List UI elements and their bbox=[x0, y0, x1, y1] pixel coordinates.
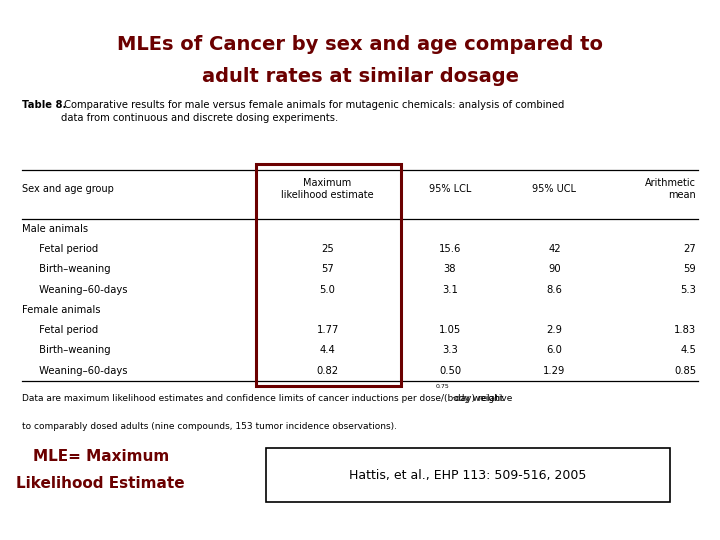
Text: to comparably dosed adults (nine compounds, 153 tumor incidence observations).: to comparably dosed adults (nine compoun… bbox=[22, 422, 397, 431]
Text: 1.05: 1.05 bbox=[439, 325, 461, 335]
Text: 3.3: 3.3 bbox=[442, 345, 458, 355]
Text: Table 8.: Table 8. bbox=[22, 100, 66, 110]
Text: 95% UCL: 95% UCL bbox=[532, 184, 577, 194]
Text: 5.0: 5.0 bbox=[320, 285, 336, 295]
Text: 2.9: 2.9 bbox=[546, 325, 562, 335]
Text: Weaning–60-days: Weaning–60-days bbox=[36, 366, 127, 376]
Text: 0.50: 0.50 bbox=[439, 366, 461, 376]
Text: 25: 25 bbox=[321, 244, 334, 254]
Text: 1.29: 1.29 bbox=[543, 366, 566, 376]
Text: MLEs of Cancer by sex and age compared to: MLEs of Cancer by sex and age compared t… bbox=[117, 35, 603, 54]
Text: Comparative results for male versus female animals for mutagenic chemicals: anal: Comparative results for male versus fema… bbox=[61, 100, 564, 123]
Text: Fetal period: Fetal period bbox=[36, 325, 98, 335]
Text: 3.1: 3.1 bbox=[442, 285, 458, 295]
Text: Birth–weaning: Birth–weaning bbox=[36, 264, 111, 274]
Text: 4.4: 4.4 bbox=[320, 345, 336, 355]
Text: Sex and age group: Sex and age group bbox=[22, 184, 114, 194]
Text: Female animals: Female animals bbox=[22, 305, 100, 315]
Text: Male animals: Male animals bbox=[22, 224, 88, 234]
Text: MLE= Maximum: MLE= Maximum bbox=[32, 449, 169, 464]
Text: ·day) relative: ·day) relative bbox=[452, 394, 513, 403]
Text: 6.0: 6.0 bbox=[546, 345, 562, 355]
Text: Weaning–60-days: Weaning–60-days bbox=[36, 285, 127, 295]
Text: Likelihood Estimate: Likelihood Estimate bbox=[17, 476, 185, 491]
Text: 90: 90 bbox=[548, 264, 561, 274]
Text: 15.6: 15.6 bbox=[438, 244, 462, 254]
Text: 57: 57 bbox=[321, 264, 334, 274]
Text: 0.82: 0.82 bbox=[317, 366, 338, 376]
Text: Data are maximum likelihood estimates and confidence limits of cancer inductions: Data are maximum likelihood estimates an… bbox=[22, 394, 503, 403]
Text: 0.85: 0.85 bbox=[674, 366, 696, 376]
Text: Fetal period: Fetal period bbox=[36, 244, 98, 254]
Text: Arithmetic
mean: Arithmetic mean bbox=[645, 178, 696, 200]
Bar bbox=[256, 164, 401, 386]
Text: 8.6: 8.6 bbox=[546, 285, 562, 295]
Text: 42: 42 bbox=[548, 244, 561, 254]
Text: Maximum
likelihood estimate: Maximum likelihood estimate bbox=[282, 178, 374, 200]
Text: 59: 59 bbox=[683, 264, 696, 274]
Text: 1.83: 1.83 bbox=[674, 325, 696, 335]
Text: 38: 38 bbox=[444, 264, 456, 274]
Text: Hattis, et al., EHP 113: 509-516, 2005: Hattis, et al., EHP 113: 509-516, 2005 bbox=[349, 469, 587, 482]
Text: 27: 27 bbox=[683, 244, 696, 254]
Text: adult rates at similar dosage: adult rates at similar dosage bbox=[202, 68, 518, 86]
Text: 1.77: 1.77 bbox=[316, 325, 339, 335]
Text: 4.5: 4.5 bbox=[680, 345, 696, 355]
Text: Birth–weaning: Birth–weaning bbox=[36, 345, 111, 355]
Text: 95% LCL: 95% LCL bbox=[429, 184, 471, 194]
Bar bbox=[266, 448, 670, 502]
Text: 0.75: 0.75 bbox=[436, 384, 449, 389]
Text: 5.3: 5.3 bbox=[680, 285, 696, 295]
